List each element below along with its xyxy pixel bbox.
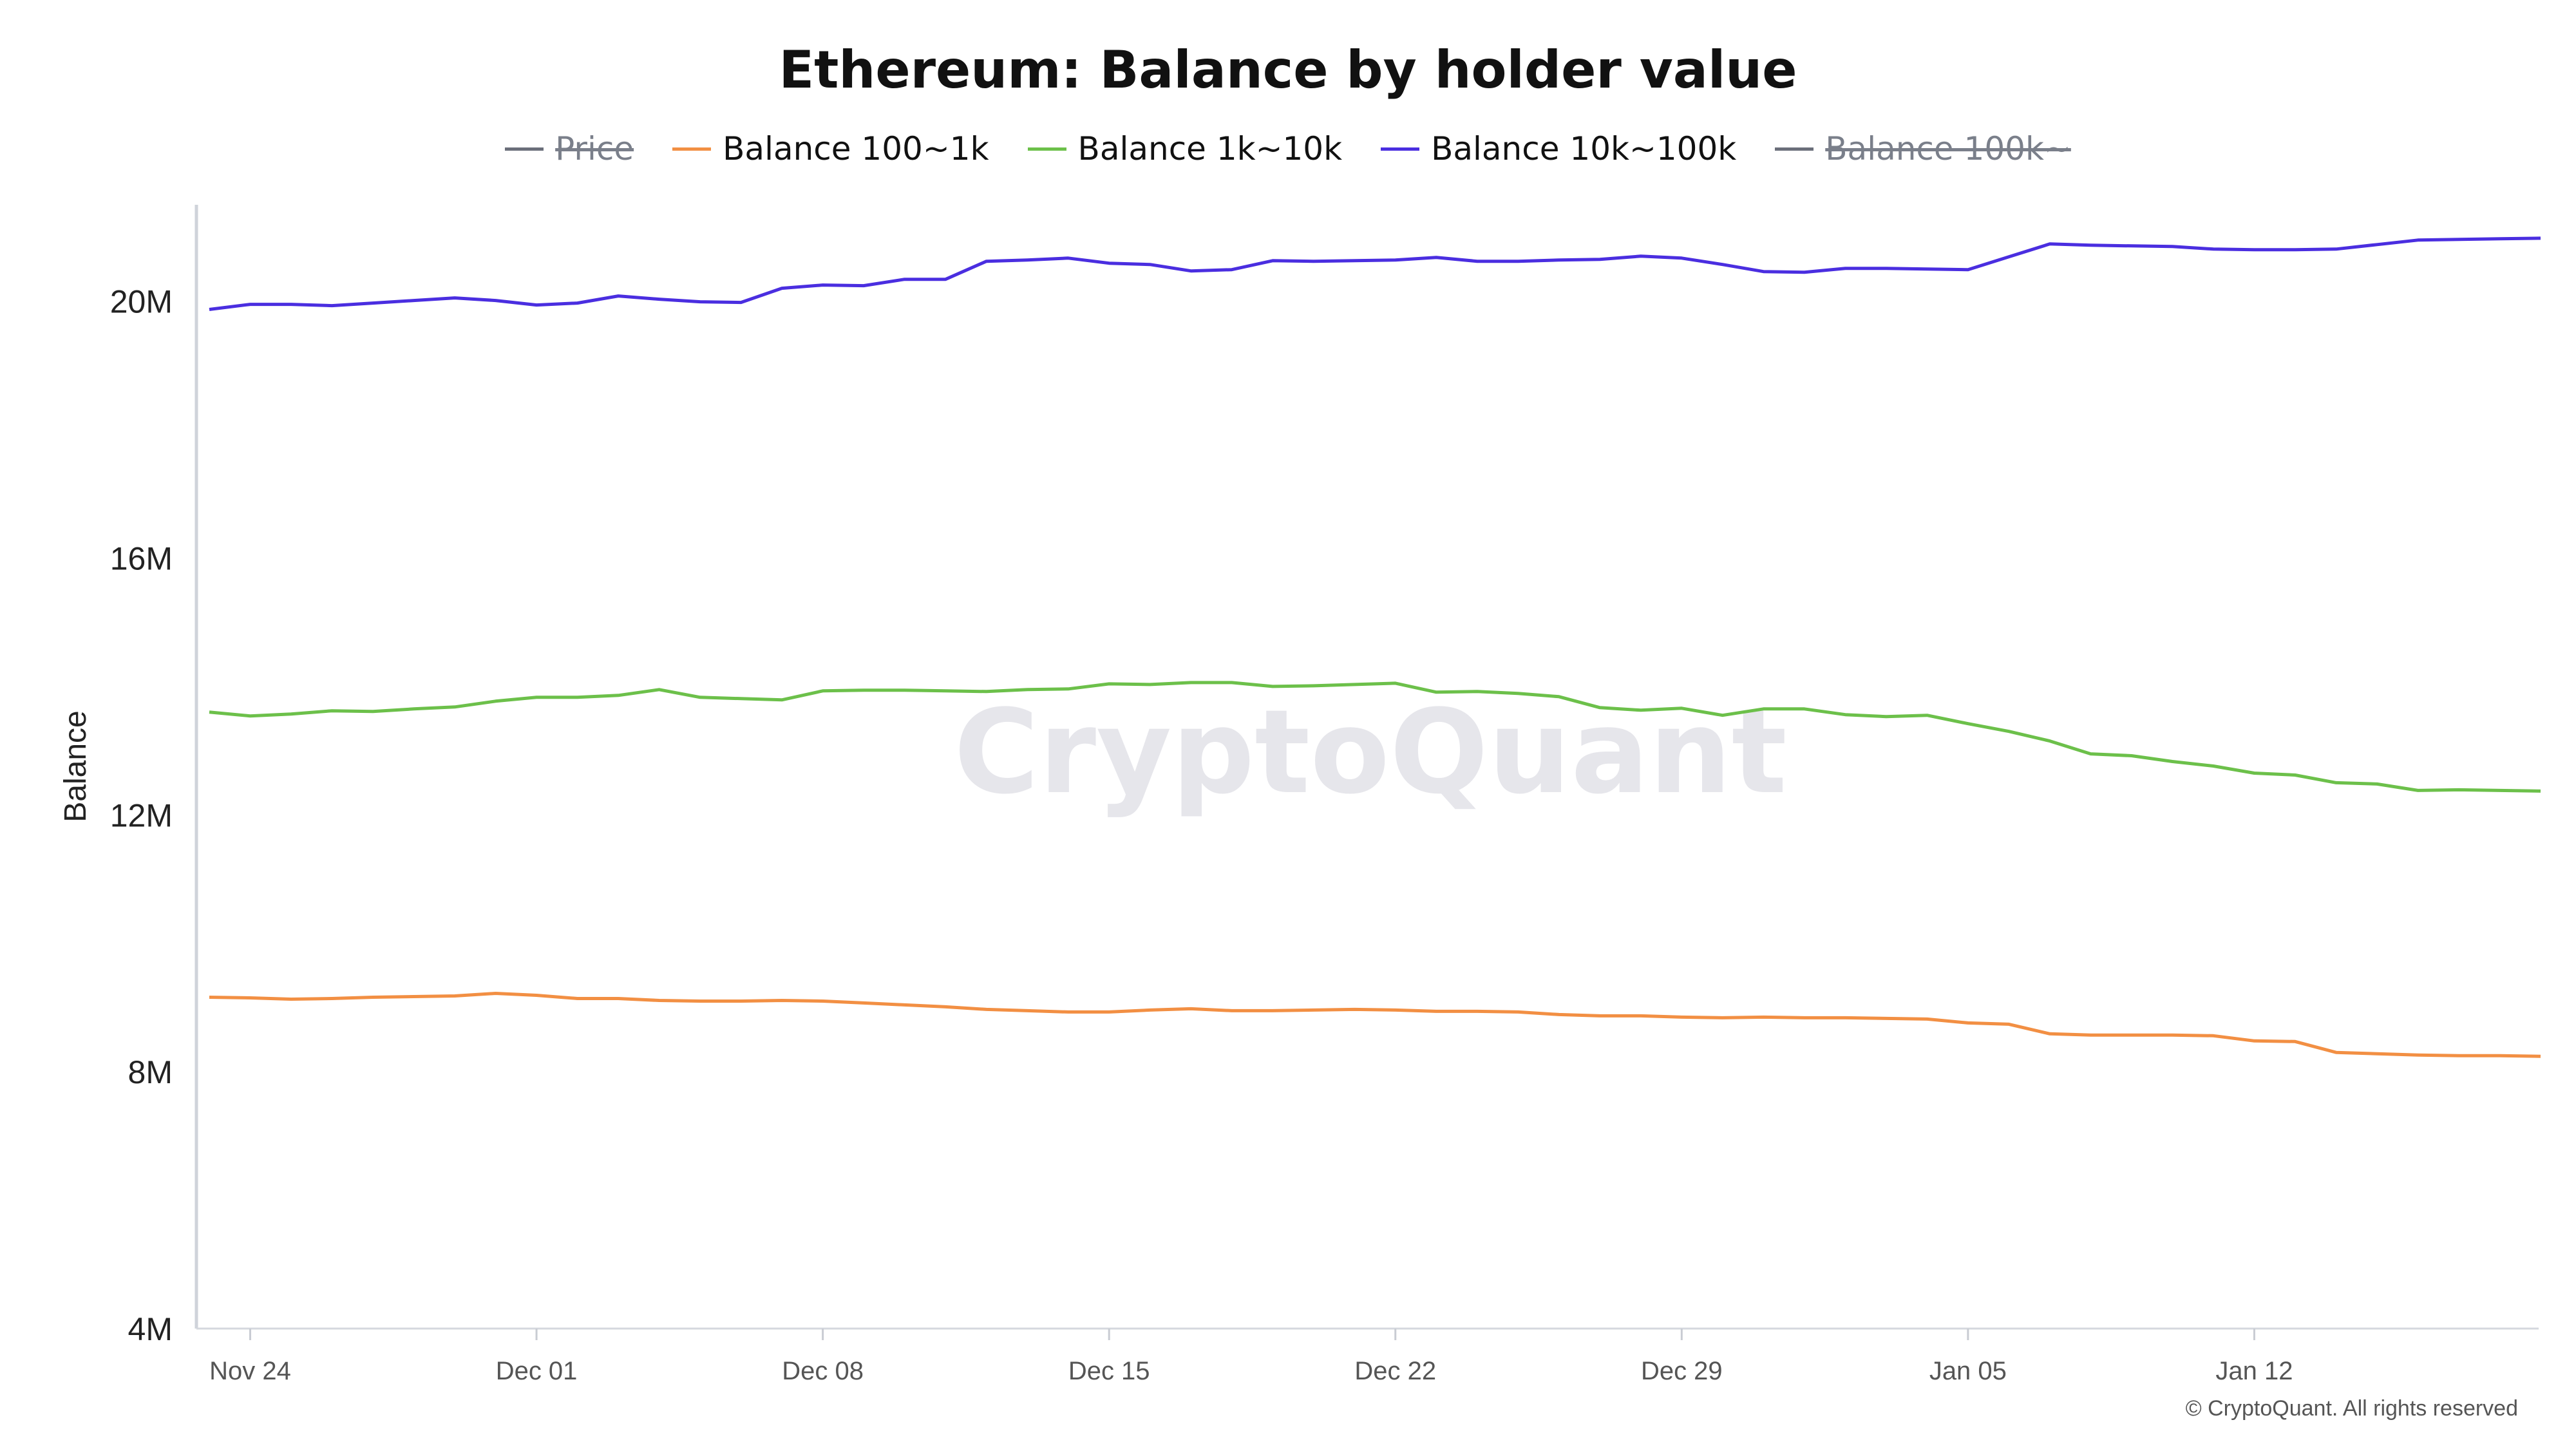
legend-label: Price (555, 130, 634, 167)
series-layer (209, 236, 2541, 1058)
copyright-notice: © CryptoQuant. All rights reserved (2185, 1396, 2518, 1421)
x-tick-label: Jan 12 (2215, 1357, 2293, 1385)
series-line-balance-100-1k[interactable] (209, 992, 2541, 1058)
x-axis: Nov 24 Dec 01 Dec 08 Dec 15 Dec 22 Dec 29 Jan … (209, 1329, 2293, 1385)
watermark: CryptoQuant (954, 685, 1787, 820)
y-tick-label: 16M (110, 540, 173, 576)
x-tick-label: Dec 01 (496, 1357, 578, 1385)
legend-swatch (672, 147, 712, 151)
legend-swatch (505, 147, 544, 151)
y-tick-label: 20M (110, 284, 173, 320)
legend-item[interactable]: Balance 10k~100k (1381, 130, 1736, 167)
series-line-balance-1k-10k[interactable] (209, 681, 2541, 793)
legend-item[interactable]: Balance 1k~10k (1027, 130, 1343, 167)
legend-item[interactable]: Balance 100k~ (1775, 130, 2071, 167)
series-line-balance-10k-100k[interactable] (209, 236, 2541, 311)
legend-label: Balance 1k~10k (1077, 130, 1343, 167)
x-tick-label: Dec 15 (1068, 1357, 1150, 1385)
x-tick-label: Dec 29 (1641, 1357, 1723, 1385)
y-tick-label: 12M (110, 797, 173, 833)
legend-label: Balance 10k~100k (1431, 130, 1737, 167)
x-tick-label: Dec 08 (782, 1357, 864, 1385)
chart-title: Ethereum: Balance by holder value (779, 40, 1797, 100)
y-tick-label: 8M (128, 1054, 173, 1090)
x-tick-label: Jan 05 (1929, 1357, 2007, 1385)
y-axis: 4M 8M 12M 16M 20M (110, 284, 173, 1347)
legend-label: Balance 100~1k (723, 130, 989, 167)
x-tick-label: Dec 22 (1354, 1357, 1436, 1385)
y-tick-label: 4M (128, 1311, 173, 1347)
legend-item[interactable]: Price (505, 130, 634, 167)
legend-label: Balance 100k~ (1825, 130, 2071, 167)
legend: Price Balance 100~1k Balance 1k~10k Balance… (0, 126, 2576, 171)
x-tick-label: Nov 24 (209, 1357, 291, 1385)
legend-swatch (1381, 147, 1420, 151)
legend-item[interactable]: Balance 100~1k (672, 130, 989, 167)
legend-swatch (1775, 147, 1814, 151)
y-axis-title: Balance (59, 710, 93, 822)
legend-swatch (1027, 147, 1066, 151)
